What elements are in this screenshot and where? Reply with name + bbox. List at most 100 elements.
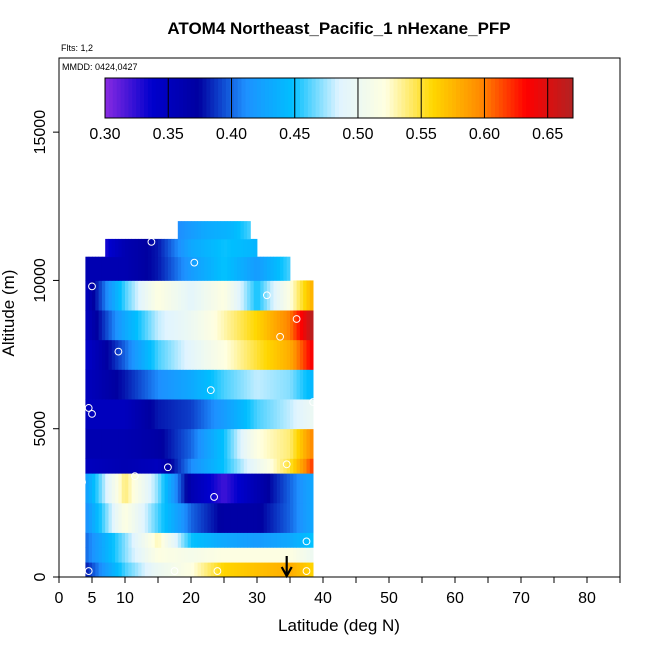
colorbar-cell: [389, 78, 395, 118]
curtain-cell: [158, 502, 162, 533]
curtain-cell: [161, 562, 165, 578]
curtain-cell: [118, 547, 123, 563]
curtain-cell: [148, 532, 152, 548]
curtain-cell: [257, 399, 261, 430]
curtain-cell: [266, 428, 271, 459]
curtain-cell: [220, 339, 225, 370]
curtain-cell: [161, 547, 165, 563]
curtain-layer: [85, 458, 314, 474]
curtain-cell: [138, 310, 142, 341]
curtain-cell: [257, 256, 261, 281]
colorbar-cell: [296, 78, 301, 118]
curtain-cell: [290, 547, 294, 563]
curtain-cell: [131, 369, 136, 400]
curtain-cell: [108, 502, 113, 533]
curtain-cell: [174, 339, 179, 370]
curtain-cell: [111, 256, 116, 281]
curtain-cell: [293, 473, 297, 504]
colorbar-cell: [112, 78, 118, 118]
colorbar-cell: [229, 78, 235, 118]
curtain-cell: [161, 369, 165, 400]
curtain-cell: [141, 238, 146, 258]
curtain-cell: [237, 280, 241, 311]
sample-point: [114, 347, 123, 356]
curtain-cell: [273, 369, 278, 400]
curtain-cell: [286, 547, 291, 563]
colorbar-cell: [128, 78, 133, 118]
curtain-cell: [187, 473, 192, 504]
colorbar-cell: [561, 78, 566, 118]
x-axis: 0 5 10 20 30 40 50 60 70 80: [55, 577, 621, 607]
curtain-cell: [148, 238, 152, 258]
curtain-cell: [171, 532, 175, 548]
curtain-cell: [101, 562, 106, 578]
curtain-cell: [85, 399, 90, 430]
curtain-layer: [85, 280, 314, 311]
curtain-cell: [260, 473, 264, 504]
curtain-cell: [177, 221, 182, 240]
curtain-cell: [85, 458, 90, 474]
curtain-cell: [240, 458, 245, 474]
curtain-cell: [200, 310, 205, 341]
curtain-cell: [276, 547, 281, 563]
curtain-cell: [286, 280, 291, 311]
curtain-cell: [108, 339, 113, 370]
curtain-cell: [174, 310, 179, 341]
curtain-cell: [243, 562, 248, 578]
curtain-cell: [240, 562, 245, 578]
curtain-cell: [85, 280, 90, 311]
curtain-cell: [167, 399, 172, 430]
curtain-cell: [125, 339, 129, 370]
curtain-cell: [220, 458, 225, 474]
curtain-cell: [95, 339, 99, 370]
curtain-cell: [128, 256, 132, 281]
curtain-cell: [286, 502, 291, 533]
curtain-cell: [286, 562, 291, 578]
colorbar-cell: [479, 78, 484, 118]
curtain-cell: [144, 310, 149, 341]
curtain-cell: [233, 428, 238, 459]
curtain-cell: [283, 547, 288, 563]
curtain-cell: [111, 473, 116, 504]
curtain-cell: [260, 310, 264, 341]
x-tick-label: 40: [314, 590, 332, 607]
curtain-cell: [253, 428, 258, 459]
curtain-cell: [247, 532, 251, 548]
curtain-cell: [263, 547, 268, 563]
colorbar-cell: [498, 78, 504, 118]
colorbar-cell: [491, 78, 496, 118]
curtain-cell: [227, 221, 231, 240]
curtain-cell: [115, 458, 119, 474]
curtain-cell: [174, 256, 179, 281]
colorbar-cell: [311, 78, 317, 118]
curtain-cell: [108, 256, 113, 281]
curtain-cell: [283, 369, 288, 400]
curtain-cell: [247, 458, 251, 474]
curtain-cell: [191, 458, 195, 474]
curtain-cell: [108, 238, 113, 258]
curtain-cell: [134, 339, 139, 370]
curtain-cell: [151, 428, 156, 459]
curtain-cell: [224, 280, 228, 311]
sample-point: [190, 258, 199, 267]
curtain-cell: [230, 458, 235, 474]
curtain-cell: [200, 428, 205, 459]
curtain-cell: [151, 238, 156, 258]
curtain-cell: [148, 502, 152, 533]
curtain-cell: [105, 280, 109, 311]
curtain-cell: [184, 369, 189, 400]
curtain-cell: [293, 428, 297, 459]
curtain-cell: [174, 532, 179, 548]
curtain-cell: [111, 280, 116, 311]
curtain-cell: [88, 562, 93, 578]
curtain-cell: [88, 256, 93, 281]
curtain-cell: [306, 369, 311, 400]
curtain-cell: [92, 256, 96, 281]
curtain-cell: [197, 369, 202, 400]
curtain-cell: [191, 369, 195, 400]
curtain-cell: [276, 399, 281, 430]
colorbar-cell: [163, 78, 168, 118]
curtain-cell: [299, 458, 304, 474]
curtain-cell: [299, 280, 304, 311]
curtain-cell: [286, 369, 291, 400]
